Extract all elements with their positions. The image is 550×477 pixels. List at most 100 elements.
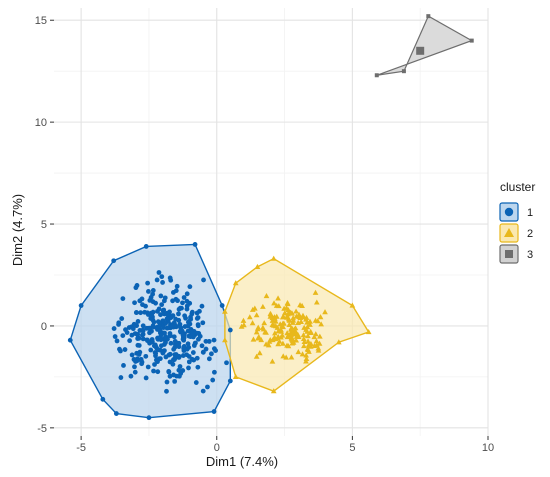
cluster-2-point xyxy=(285,307,292,313)
cluster-1-point xyxy=(188,334,193,340)
cluster-1-point xyxy=(169,323,175,329)
cluster-2-point xyxy=(313,338,320,344)
cluster-2-point xyxy=(255,324,262,330)
cluster-2-point xyxy=(251,305,258,311)
cluster-2-point xyxy=(222,337,228,343)
cluster-2-point xyxy=(263,341,269,347)
cluster-1-point xyxy=(128,373,134,379)
cluster-1-point xyxy=(152,362,157,367)
cluster-2-point xyxy=(322,309,328,315)
cluster-2-point xyxy=(249,320,256,326)
cluster-1-point xyxy=(139,361,145,367)
cluster-1-point xyxy=(173,352,179,357)
cluster-1-point xyxy=(194,316,200,321)
cluster-1-point xyxy=(192,242,198,247)
cluster-1-point xyxy=(140,332,145,338)
cluster-1-point xyxy=(126,325,132,330)
cluster-1-point xyxy=(171,334,177,340)
y-tick-label: -5 xyxy=(37,423,47,435)
cluster-1-point xyxy=(138,310,143,316)
cluster-1-point xyxy=(122,347,128,352)
cluster-1-point xyxy=(193,380,199,385)
cluster-1-point xyxy=(195,364,201,370)
cluster-1-point xyxy=(145,338,151,343)
cluster-2-point xyxy=(280,320,286,326)
cluster-2-point xyxy=(311,342,318,348)
legend-marker-circle xyxy=(504,207,514,217)
cluster-1-point xyxy=(140,328,146,334)
cluster-2-point xyxy=(269,317,276,323)
cluster-1-point xyxy=(188,316,194,322)
cluster-2-point xyxy=(313,299,320,305)
cluster-1-point xyxy=(176,311,181,317)
cluster-1-point xyxy=(143,353,149,359)
cluster-2-point xyxy=(293,308,299,314)
cluster-1-point xyxy=(111,326,117,331)
legend: cluster 1 2 3 xyxy=(499,180,535,264)
cluster-1-point xyxy=(146,289,151,294)
cluster-2-point xyxy=(365,329,372,335)
cluster-1-point xyxy=(186,344,192,350)
cluster-1-point xyxy=(182,313,188,319)
cluster-1-point xyxy=(111,258,117,264)
cluster-2-point xyxy=(275,341,282,347)
cluster-2-point xyxy=(254,263,261,269)
cluster-1-point xyxy=(155,308,160,314)
cluster-1-point xyxy=(158,293,164,299)
cluster-1-point xyxy=(195,322,201,327)
legend-marker-triangle xyxy=(504,228,514,237)
legend-item-3: 3 xyxy=(499,244,533,264)
legend-title: cluster xyxy=(500,180,535,194)
cluster-1-point xyxy=(174,283,180,289)
cluster-1-point xyxy=(78,303,84,308)
cluster-1-point xyxy=(172,338,178,344)
cluster-3-point xyxy=(426,14,431,19)
cluster-2-point xyxy=(278,334,284,340)
cluster-2-point xyxy=(296,313,303,319)
cluster-1-point xyxy=(166,369,172,375)
cluster-2-point xyxy=(305,342,312,348)
cluster-2-point xyxy=(269,358,276,364)
cluster-1-point xyxy=(219,303,225,308)
cluster-1-point xyxy=(153,350,159,356)
cluster-1-point xyxy=(187,284,193,290)
cluster-1-point xyxy=(167,351,173,357)
cluster-2-point xyxy=(253,329,260,335)
cluster-1-point xyxy=(151,368,156,374)
cluster-1-point xyxy=(181,295,187,300)
cluster-1-point xyxy=(145,280,151,286)
cluster-1-point xyxy=(162,330,167,336)
cluster-1-point xyxy=(140,302,145,308)
cluster-1-point xyxy=(170,313,176,319)
cluster-2-point xyxy=(311,334,318,340)
cluster-1-point xyxy=(194,355,200,361)
cluster-2-point xyxy=(255,334,262,340)
cluster-1-point xyxy=(205,384,210,390)
cluster-2-point xyxy=(295,331,301,338)
cluster-2-point xyxy=(296,311,302,317)
cluster-2-point xyxy=(250,336,257,342)
cluster-2-point xyxy=(275,295,281,301)
cluster-2-point xyxy=(304,346,311,352)
cluster-1-point xyxy=(200,320,206,326)
y-tick-label: 5 xyxy=(41,219,47,231)
cluster-1-point xyxy=(120,296,126,301)
cluster-1-point xyxy=(180,300,185,306)
cluster-1-point xyxy=(155,359,160,365)
cluster-1-point xyxy=(161,298,167,304)
cluster-1-point xyxy=(132,300,137,306)
cluster-2-point xyxy=(293,337,300,343)
cluster-1-point xyxy=(162,336,168,342)
cluster-1-point xyxy=(133,359,138,364)
cluster-1-point xyxy=(127,338,133,344)
cluster-1-point xyxy=(199,303,205,309)
cluster-1-point xyxy=(213,348,218,353)
cluster-1-point xyxy=(159,302,165,308)
cluster-2-point xyxy=(307,321,313,327)
cluster-2-point xyxy=(232,280,239,286)
cluster-2-point xyxy=(263,292,270,299)
grid xyxy=(54,8,489,436)
cluster-2-point xyxy=(349,302,356,308)
cluster-1-point xyxy=(206,356,212,362)
cluster-1-point xyxy=(176,367,182,373)
